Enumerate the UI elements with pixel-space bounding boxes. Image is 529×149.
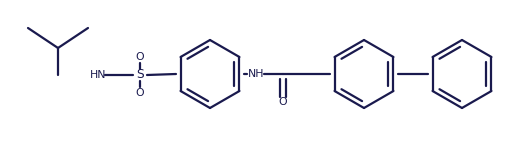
Text: NH: NH (248, 69, 264, 79)
Text: O: O (279, 97, 287, 107)
Text: HN: HN (90, 70, 106, 80)
Text: S: S (136, 69, 144, 82)
Text: O: O (135, 88, 144, 98)
Text: O: O (135, 52, 144, 62)
